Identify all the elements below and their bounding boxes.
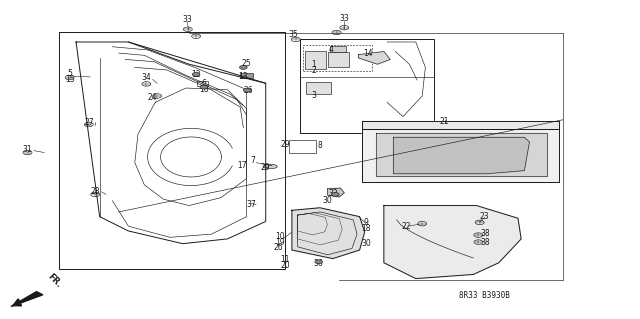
Text: 5: 5 [67, 69, 72, 78]
Circle shape [200, 85, 207, 89]
Text: 14: 14 [363, 48, 372, 58]
Bar [300, 39, 434, 133]
Text: 37: 37 [246, 200, 256, 209]
Polygon shape [11, 292, 43, 307]
Text: 35: 35 [288, 30, 298, 39]
Text: 10: 10 [276, 232, 285, 241]
Text: 6: 6 [202, 79, 206, 88]
Text: 2: 2 [311, 66, 316, 75]
Text: 18: 18 [361, 224, 371, 233]
Text: 29: 29 [280, 140, 290, 149]
Polygon shape [376, 133, 547, 176]
Circle shape [243, 88, 251, 92]
Bar [289, 140, 316, 153]
Text: 25: 25 [242, 59, 252, 68]
Bar [197, 81, 207, 86]
Text: 29: 29 [261, 163, 271, 172]
Text: 26: 26 [274, 243, 284, 252]
Text: 11: 11 [280, 255, 290, 264]
Text: 23: 23 [480, 212, 490, 221]
Text: 17: 17 [237, 161, 247, 170]
Text: 19: 19 [276, 238, 285, 247]
Text: 8R33 B3930B: 8R33 B3930B [460, 291, 510, 300]
Text: 38: 38 [480, 238, 490, 247]
Text: 36: 36 [314, 259, 324, 268]
Text: 31: 31 [22, 145, 33, 154]
Text: 21: 21 [440, 117, 449, 126]
Bar [328, 51, 349, 67]
Text: 4: 4 [329, 45, 334, 55]
Text: FR.: FR. [45, 272, 63, 290]
Text: 30: 30 [323, 196, 333, 205]
Polygon shape [362, 122, 559, 129]
Text: 8: 8 [317, 141, 323, 150]
Text: 20: 20 [280, 261, 290, 271]
Text: 3: 3 [311, 92, 316, 100]
Bar [306, 82, 332, 94]
Text: 1: 1 [311, 60, 316, 69]
Polygon shape [358, 51, 390, 64]
Circle shape [315, 260, 323, 264]
Ellipse shape [263, 164, 277, 169]
Text: 32: 32 [328, 189, 337, 198]
Polygon shape [362, 129, 559, 182]
Circle shape [332, 193, 339, 196]
Text: 33: 33 [182, 15, 192, 24]
Text: 27: 27 [84, 117, 93, 127]
Polygon shape [328, 188, 344, 197]
Polygon shape [292, 208, 365, 259]
Text: 13: 13 [239, 72, 248, 81]
Text: 22: 22 [401, 222, 411, 231]
Text: 33: 33 [339, 14, 349, 23]
Text: 9: 9 [364, 218, 369, 227]
Text: 7: 7 [250, 156, 255, 165]
Text: 16: 16 [199, 85, 209, 94]
Circle shape [239, 65, 247, 69]
Bar [240, 73, 253, 78]
Bar [305, 50, 326, 69]
Text: 15: 15 [65, 75, 74, 84]
Text: 38: 38 [480, 229, 490, 238]
Text: 12: 12 [191, 70, 201, 79]
Text: 28: 28 [90, 187, 100, 197]
Text: 24: 24 [148, 93, 157, 102]
Text: 34: 34 [141, 73, 151, 82]
Text: 26: 26 [244, 86, 253, 95]
Bar [330, 46, 346, 51]
Circle shape [192, 72, 200, 76]
Text: 30: 30 [361, 239, 371, 248]
Polygon shape [384, 205, 521, 278]
Bar [303, 45, 372, 71]
Polygon shape [394, 137, 529, 174]
